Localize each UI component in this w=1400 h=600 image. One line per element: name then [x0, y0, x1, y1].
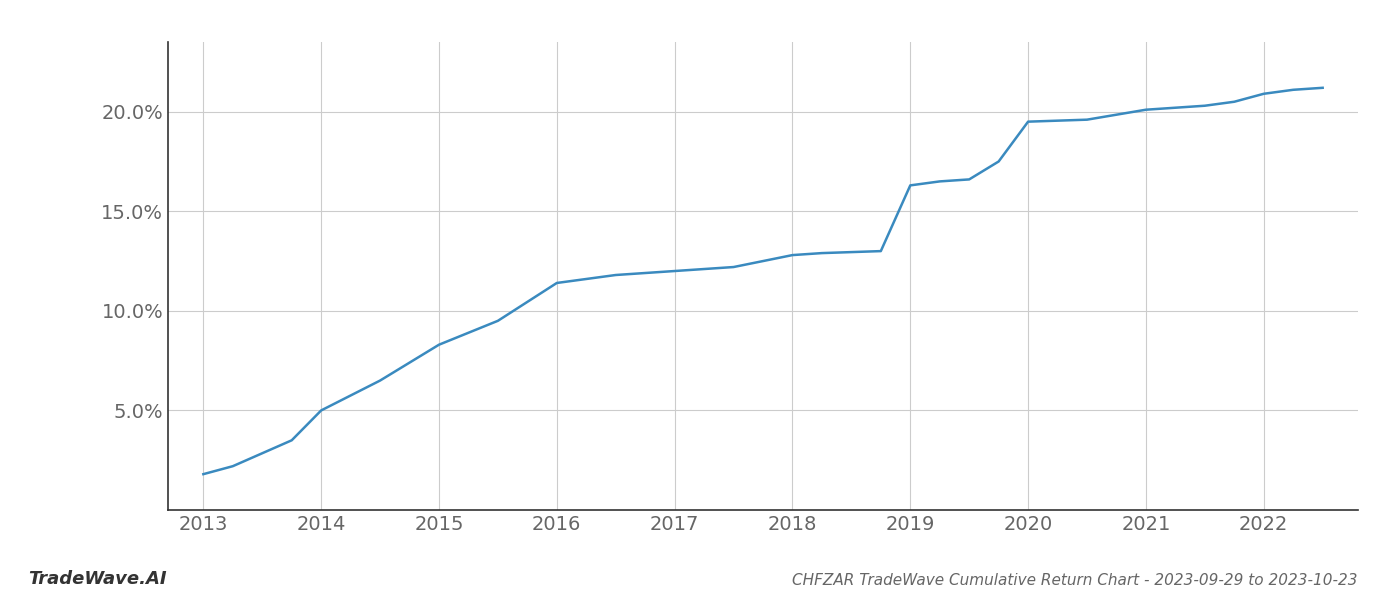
Text: CHFZAR TradeWave Cumulative Return Chart - 2023-09-29 to 2023-10-23: CHFZAR TradeWave Cumulative Return Chart… [792, 573, 1358, 588]
Text: TradeWave.AI: TradeWave.AI [28, 570, 167, 588]
